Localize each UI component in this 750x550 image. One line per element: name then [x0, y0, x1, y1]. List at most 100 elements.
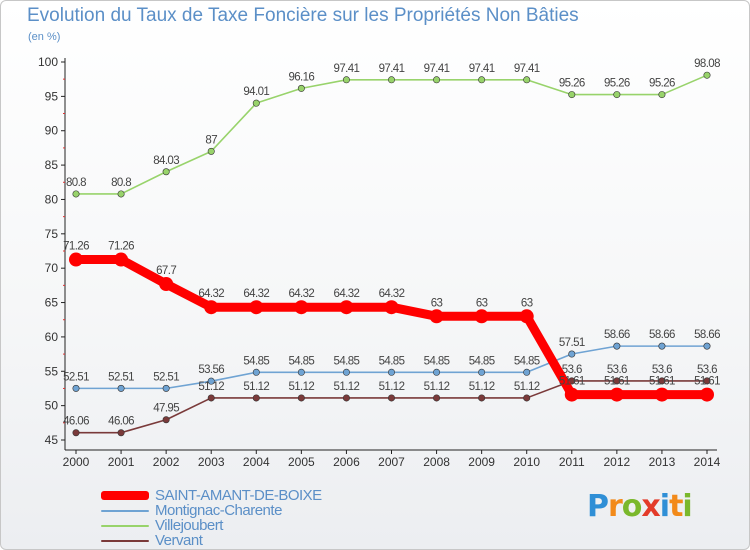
- legend-label: Montignac-Charente: [155, 502, 282, 519]
- data-label: 51.12: [469, 381, 495, 393]
- logo-letter: x: [641, 489, 660, 524]
- data-label: 53.56: [198, 364, 224, 376]
- data-label: 71.26: [63, 241, 89, 253]
- data-point: [613, 377, 621, 385]
- data-point: [613, 342, 621, 350]
- proxiti-logo: Proxiti: [587, 489, 693, 524]
- logo-letter: t: [669, 489, 683, 524]
- data-label: 64.32: [198, 288, 224, 300]
- legend-swatch: [101, 539, 149, 542]
- data-point: [703, 377, 711, 385]
- data-point: [429, 309, 444, 324]
- data-point: [658, 91, 666, 99]
- legend-swatch: [101, 509, 149, 512]
- data-point: [568, 91, 576, 99]
- x-tick-label: 2010: [513, 455, 540, 469]
- data-label: 95.26: [604, 78, 630, 90]
- data-label: 54.85: [288, 355, 314, 367]
- x-tick-label: 2001: [108, 455, 135, 469]
- data-point: [703, 71, 711, 79]
- data-label: 95.26: [649, 78, 675, 90]
- y-tick-label: 85: [45, 158, 59, 172]
- data-point: [342, 76, 350, 84]
- data-point: [117, 429, 125, 437]
- data-label: 97.41: [334, 63, 360, 75]
- data-point: [384, 300, 399, 315]
- data-label: 63: [431, 297, 443, 309]
- y-tick-label: 95: [45, 89, 59, 103]
- data-point: [523, 368, 531, 376]
- data-label: 51.12: [243, 381, 269, 393]
- data-point: [72, 429, 80, 437]
- x-tick-label: 2009: [468, 455, 495, 469]
- data-point: [72, 384, 80, 392]
- data-point: [117, 384, 125, 392]
- data-point: [433, 394, 441, 402]
- data-label: 51.61: [559, 376, 585, 388]
- legend-item: Vervant: [101, 532, 322, 549]
- data-label: 84.03: [153, 155, 179, 167]
- data-label: 63: [521, 297, 533, 309]
- data-point: [519, 309, 534, 324]
- data-label: 98.08: [694, 58, 720, 70]
- chart-subtitle: (en %): [28, 31, 61, 43]
- data-label: 51.61: [649, 376, 675, 388]
- data-point: [252, 368, 260, 376]
- logo-letter: P: [587, 489, 609, 524]
- data-label: 64.32: [243, 288, 269, 300]
- x-tick-label: 2004: [243, 455, 270, 469]
- data-point: [387, 394, 395, 402]
- data-point: [204, 300, 219, 315]
- data-label: 51.12: [379, 381, 405, 393]
- data-point: [207, 394, 215, 402]
- data-point: [72, 190, 80, 198]
- data-point: [252, 99, 260, 107]
- data-point: [162, 416, 170, 424]
- data-point: [159, 276, 174, 291]
- logo-letter: i: [682, 489, 692, 524]
- data-point: [297, 368, 305, 376]
- legend-item: SAINT-AMANT-DE-BOIXE: [101, 487, 322, 504]
- data-label: 71.26: [108, 241, 134, 253]
- y-tick-label: 100: [38, 55, 58, 69]
- data-point: [249, 300, 264, 315]
- x-tick-label: 2003: [198, 455, 225, 469]
- data-point: [609, 387, 624, 402]
- data-label: 47.95: [153, 403, 179, 415]
- y-tick-label: 65: [45, 296, 59, 310]
- data-label: 54.85: [514, 355, 540, 367]
- data-label: 52.51: [153, 371, 179, 383]
- data-point: [162, 384, 170, 392]
- data-point: [700, 387, 714, 402]
- data-point: [339, 300, 354, 315]
- data-label: 64.32: [334, 288, 360, 300]
- data-point: [294, 300, 309, 315]
- data-point: [252, 394, 260, 402]
- data-point: [69, 252, 83, 267]
- logo-letter: i: [659, 489, 670, 524]
- data-point: [613, 91, 621, 99]
- data-point: [433, 368, 441, 376]
- y-tick-label: 75: [45, 227, 59, 241]
- data-label: 53.6: [607, 364, 627, 376]
- y-tick-label: 55: [45, 364, 59, 378]
- legend-label: Villejoubert: [155, 517, 223, 534]
- x-tick-label: 2011: [559, 455, 585, 469]
- x-tick-label: 2002: [153, 455, 180, 469]
- data-point: [342, 368, 350, 376]
- data-label: 94.01: [243, 86, 269, 98]
- data-label: 46.06: [63, 416, 89, 428]
- data-label: 53.6: [697, 364, 717, 376]
- data-label: 54.85: [334, 355, 360, 367]
- x-tick-label: 2006: [333, 455, 360, 469]
- data-label: 97.41: [469, 63, 495, 75]
- data-label: 97.41: [514, 63, 540, 75]
- data-point: [658, 342, 666, 350]
- data-point: [703, 342, 711, 350]
- data-label: 63: [476, 297, 488, 309]
- data-label: 52.51: [108, 371, 134, 383]
- data-point: [478, 368, 486, 376]
- data-label: 54.85: [243, 355, 269, 367]
- data-point: [207, 147, 215, 155]
